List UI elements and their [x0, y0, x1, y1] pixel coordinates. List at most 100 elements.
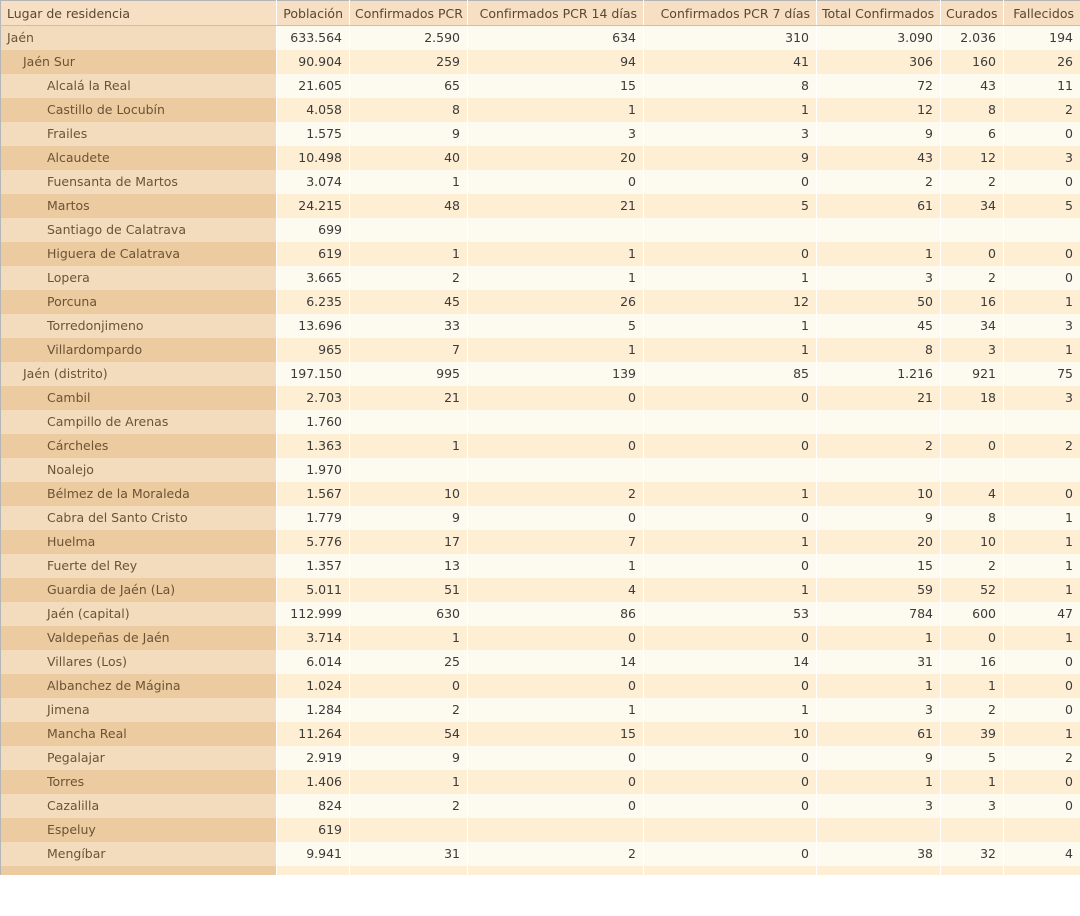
cell-place: Jaén — [0, 25, 277, 50]
cell-confirmados-pcr-14-dias: 1 — [467, 698, 644, 722]
column-header-fallecidos[interactable]: Fallecidos — [1003, 0, 1080, 26]
table-row[interactable]: Alcaudete 10.498 40 20 9 43 12 3 — [0, 146, 1080, 170]
cell-total-confirmados: 31 — [816, 650, 941, 674]
table-row-partial[interactable] — [0, 866, 1080, 875]
cell-confirmados-pcr: 2.590 — [349, 25, 468, 50]
cell-confirmados-pcr-7-dias: 1 — [643, 482, 817, 506]
table-row[interactable]: Cambil 2.703 21 0 0 21 18 3 — [0, 386, 1080, 410]
cell-fallecidos: 26 — [1003, 50, 1080, 74]
table-row[interactable]: Torres 1.406 1 0 0 1 1 0 — [0, 770, 1080, 794]
table-row[interactable]: Santiago de Calatrava 699 — [0, 218, 1080, 242]
cell-curados: 2 — [940, 170, 1004, 194]
table-row[interactable]: Bélmez de la Moraleda 1.567 10 2 1 10 4 0 — [0, 482, 1080, 506]
cell-confirmados-pcr-7-dias: 0 — [643, 746, 817, 770]
table-row[interactable]: Cazalilla 824 2 0 0 3 3 0 — [0, 794, 1080, 818]
cell-curados: 1 — [940, 674, 1004, 698]
cell-total-confirmados: 21 — [816, 386, 941, 410]
cell-curados — [940, 818, 1004, 842]
table-header: Lugar de residencia Población Confirmado… — [0, 0, 1080, 26]
cell-fallecidos: 1 — [1003, 290, 1080, 314]
table-row[interactable]: Jimena 1.284 2 1 1 3 2 0 — [0, 698, 1080, 722]
cell-confirmados-pcr-7-dias: 14 — [643, 650, 817, 674]
column-header-place[interactable]: Lugar de residencia — [0, 0, 277, 26]
table-row[interactable]: Jaén 633.564 2.590 634 310 3.090 2.036 194 — [0, 25, 1080, 50]
cell-place: Valdepeñas de Jaén — [0, 626, 277, 650]
cell-poblacion: 21.605 — [276, 74, 350, 98]
cell-place: Jaén (distrito) — [0, 362, 277, 386]
cell-confirmados-pcr: 2 — [349, 698, 468, 722]
table-row[interactable]: Jaén (distrito) 197.150 995 139 85 1.216 921 75 — [0, 362, 1080, 386]
cell-curados: 2 — [940, 698, 1004, 722]
cell-confirmados-pcr-14-dias: 15 — [467, 74, 644, 98]
table-row[interactable]: Pegalajar 2.919 9 0 0 9 5 2 — [0, 746, 1080, 770]
table-row[interactable]: Valdepeñas de Jaén 3.714 1 0 0 1 0 1 — [0, 626, 1080, 650]
table-row[interactable]: Espeluy 619 — [0, 818, 1080, 842]
cell-place: Guardia de Jaén (La) — [0, 578, 277, 602]
table-row[interactable]: Porcuna 6.235 45 26 12 50 16 1 — [0, 290, 1080, 314]
cell-confirmados-pcr-7-dias: 5 — [643, 194, 817, 218]
cell-confirmados-pcr-14-dias: 1 — [467, 266, 644, 290]
cell-fallecidos: 11 — [1003, 74, 1080, 98]
cell-poblacion: 1.760 — [276, 410, 350, 434]
column-header-confirmados-pcr-7-dias[interactable]: Confirmados PCR 7 días — [643, 0, 817, 26]
table-row[interactable]: Frailes 1.575 9 3 3 9 6 0 — [0, 122, 1080, 146]
cell-confirmados-pcr-14-dias: 26 — [467, 290, 644, 314]
table-row[interactable]: Jaén (capital) 112.999 630 86 53 784 600 47 — [0, 602, 1080, 626]
table-row[interactable]: Higuera de Calatrava 619 1 1 0 1 0 0 — [0, 242, 1080, 266]
cell-confirmados-pcr: 1 — [349, 170, 468, 194]
cell-place: Castillo de Locubín — [0, 98, 277, 122]
table-row[interactable]: Huelma 5.776 17 7 1 20 10 1 — [0, 530, 1080, 554]
cell-poblacion — [276, 866, 350, 875]
table-row[interactable]: Jaén Sur 90.904 259 94 41 306 160 26 — [0, 50, 1080, 74]
table-row[interactable]: Castillo de Locubín 4.058 8 1 1 12 8 2 — [0, 98, 1080, 122]
cell-confirmados-pcr-14-dias: 0 — [467, 506, 644, 530]
table-row[interactable]: Martos 24.215 48 21 5 61 34 5 — [0, 194, 1080, 218]
table-row[interactable]: Mengíbar 9.941 31 2 0 38 32 4 — [0, 842, 1080, 866]
table-row[interactable]: Torredonjimeno 13.696 33 5 1 45 34 3 — [0, 314, 1080, 338]
cell-poblacion: 6.235 — [276, 290, 350, 314]
table-row[interactable]: Cárcheles 1.363 1 0 0 2 0 2 — [0, 434, 1080, 458]
column-header-confirmados-pcr-14-dias[interactable]: Confirmados PCR 14 días — [467, 0, 644, 26]
cell-confirmados-pcr-14-dias: 0 — [467, 170, 644, 194]
cell-confirmados-pcr-14-dias: 0 — [467, 386, 644, 410]
table-row[interactable]: Villardompardo 965 7 1 1 8 3 1 — [0, 338, 1080, 362]
cell-curados: 18 — [940, 386, 1004, 410]
cell-fallecidos: 4 — [1003, 842, 1080, 866]
cell-confirmados-pcr: 13 — [349, 554, 468, 578]
column-header-total-confirmados[interactable]: Total Confirmados — [816, 0, 941, 26]
cell-confirmados-pcr: 40 — [349, 146, 468, 170]
cell-total-confirmados — [816, 218, 941, 242]
cell-fallecidos — [1003, 218, 1080, 242]
table-row[interactable]: Campillo de Arenas 1.760 — [0, 410, 1080, 434]
cell-confirmados-pcr-14-dias: 0 — [467, 626, 644, 650]
cell-total-confirmados — [816, 458, 941, 482]
table-row[interactable]: Villares (Los) 6.014 25 14 14 31 16 0 — [0, 650, 1080, 674]
cell-curados: 39 — [940, 722, 1004, 746]
cell-curados: 921 — [940, 362, 1004, 386]
column-header-poblacion[interactable]: Población — [276, 0, 350, 26]
table-row[interactable]: Albanchez de Mágina 1.024 0 0 0 1 1 0 — [0, 674, 1080, 698]
cell-confirmados-pcr-14-dias: 634 — [467, 25, 644, 50]
table-row[interactable]: Guardia de Jaén (La) 5.011 51 4 1 59 52 1 — [0, 578, 1080, 602]
column-header-confirmados-pcr[interactable]: Confirmados PCR — [349, 0, 468, 26]
cell-place: Fuensanta de Martos — [0, 170, 277, 194]
cell-fallecidos: 1 — [1003, 338, 1080, 362]
residence-covid-table: Lugar de residencia Población Confirmado… — [0, 0, 1080, 875]
table-row[interactable]: Fuerte del Rey 1.357 13 1 0 15 2 1 — [0, 554, 1080, 578]
column-header-curados[interactable]: Curados — [940, 0, 1004, 26]
table-row[interactable]: Noalejo 1.970 — [0, 458, 1080, 482]
cell-confirmados-pcr-14-dias: 86 — [467, 602, 644, 626]
cell-fallecidos: 3 — [1003, 314, 1080, 338]
cell-place: Albanchez de Mágina — [0, 674, 277, 698]
cell-confirmados-pcr: 9 — [349, 746, 468, 770]
cell-poblacion: 1.024 — [276, 674, 350, 698]
table-row[interactable]: Lopera 3.665 2 1 1 3 2 0 — [0, 266, 1080, 290]
table-row[interactable]: Alcalá la Real 21.605 65 15 8 72 43 11 — [0, 74, 1080, 98]
cell-confirmados-pcr: 1 — [349, 770, 468, 794]
cell-total-confirmados: 3 — [816, 698, 941, 722]
cell-poblacion: 3.665 — [276, 266, 350, 290]
cell-confirmados-pcr-7-dias: 0 — [643, 242, 817, 266]
table-row[interactable]: Fuensanta de Martos 3.074 1 0 0 2 2 0 — [0, 170, 1080, 194]
table-row[interactable]: Cabra del Santo Cristo 1.779 9 0 0 9 8 1 — [0, 506, 1080, 530]
table-row[interactable]: Mancha Real 11.264 54 15 10 61 39 1 — [0, 722, 1080, 746]
